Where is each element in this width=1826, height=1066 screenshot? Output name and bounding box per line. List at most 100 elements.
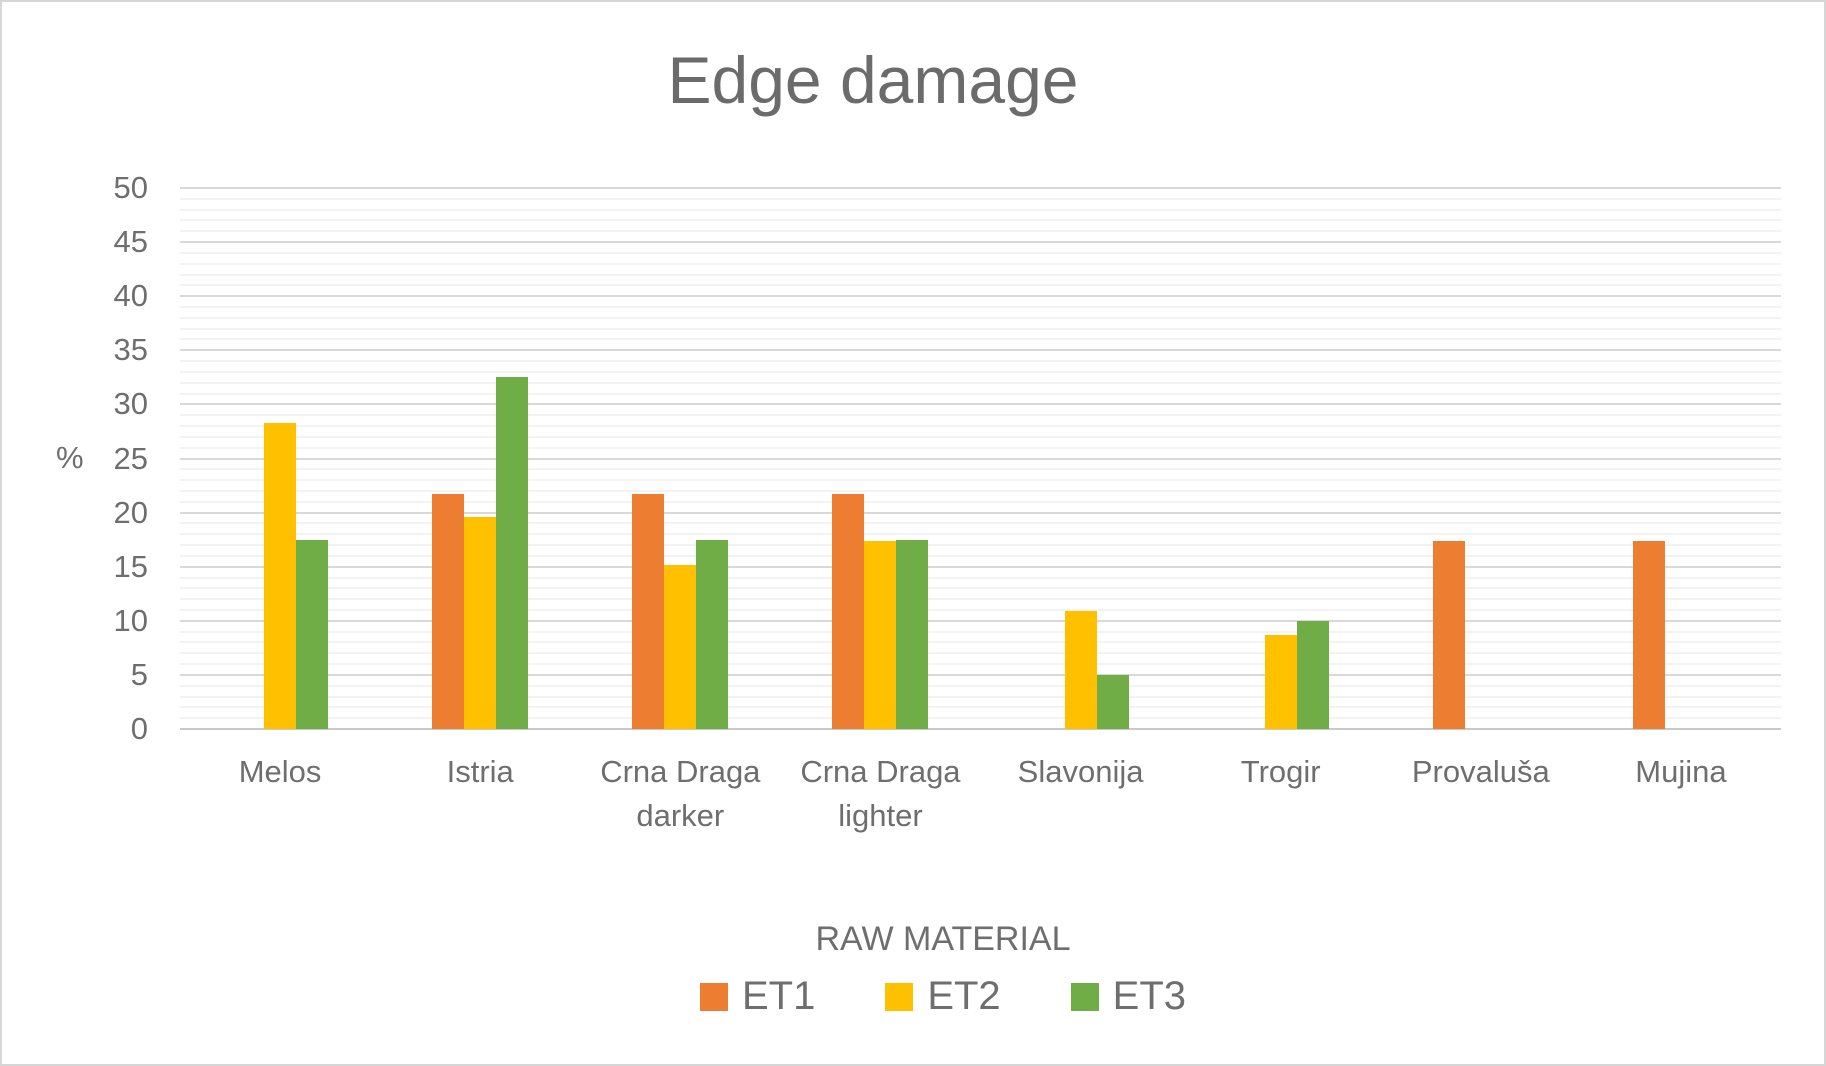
gridline-minor [180, 533, 1781, 536]
y-tick-label: 35 [113, 332, 148, 368]
category-label-melos: Melos [238, 754, 322, 789]
gridline-minor [180, 544, 1781, 547]
x-axis-category-labels: Melos Istria Crna Draga darker Crna Draga l… [180, 750, 1781, 860]
bar-et3-istria [496, 377, 529, 729]
legend-swatch-et1 [699, 982, 728, 1011]
gridline-major [180, 673, 1781, 676]
gridline-minor [180, 316, 1781, 319]
gridline-minor [180, 695, 1781, 698]
gridline-minor [180, 284, 1781, 287]
gridline-major [180, 457, 1781, 460]
plot-area [180, 187, 1781, 730]
category-label-crna-draga-lighter: Crna Draga lighter [800, 754, 961, 833]
legend-swatch-et3 [1070, 982, 1099, 1011]
gridline-minor [180, 230, 1781, 233]
gridline-minor [180, 327, 1781, 330]
bar-et1-crna-draga-darker [632, 494, 665, 729]
gridline-major [180, 511, 1781, 514]
gridline-major [180, 403, 1781, 406]
gridline-minor [180, 684, 1781, 687]
category-label-mujina: Mujina [1635, 754, 1727, 789]
bar-et3-crna-draga-lighter [896, 539, 929, 729]
y-tick-label: 10 [113, 602, 148, 638]
gridline-minor [180, 587, 1781, 590]
x-axis-title: RAW MATERIAL [815, 920, 1071, 958]
gridline-minor [180, 392, 1781, 395]
legend-swatch-et2 [885, 982, 914, 1011]
y-tick-label: 40 [113, 278, 148, 314]
bar-et1-mujina [1632, 540, 1665, 729]
legend-label-et2: ET2 [927, 974, 1001, 1018]
bar-et2-istria [464, 516, 497, 729]
bar-et1-provaluša [1432, 540, 1465, 729]
gridline-minor [180, 435, 1781, 438]
gridline-minor [180, 414, 1781, 417]
legend-item-et3: ET3 [1070, 974, 1187, 1019]
gridline-minor [180, 489, 1781, 492]
gridline-minor [180, 630, 1781, 633]
gridline-minor [180, 197, 1781, 200]
gridline-minor [180, 370, 1781, 373]
gridline-major [180, 619, 1781, 622]
bar-et2-trogir [1264, 634, 1297, 729]
category-label-provaluša: Provaluša [1411, 754, 1550, 789]
gridline-major [180, 565, 1781, 568]
gridline-major [180, 349, 1781, 352]
gridline-minor [180, 641, 1781, 644]
y-axis-label: % [56, 440, 84, 475]
gridline-minor [180, 360, 1781, 363]
y-tick-label: 15 [113, 548, 148, 584]
gridline-minor [180, 306, 1781, 309]
y-tick-label: 0 [130, 711, 148, 746]
gridline-minor [180, 706, 1781, 709]
legend-label-et1: ET1 [741, 974, 816, 1018]
gridline-minor [180, 479, 1781, 482]
y-tick-label: 45 [113, 224, 148, 260]
bar-et3-slavonija [1096, 674, 1129, 729]
legend: ET1 ET2 ET3 [62, 974, 1824, 1019]
gridline-minor [180, 522, 1781, 525]
gridline-minor [180, 576, 1781, 579]
gridline-minor [180, 663, 1781, 666]
y-tick-label: 30 [113, 386, 148, 422]
gridline-minor [180, 425, 1781, 428]
bar-et1-istria [432, 494, 465, 729]
gridline-minor [180, 500, 1781, 503]
gridline-minor [180, 251, 1781, 254]
gridline-minor [180, 273, 1781, 276]
y-tick-label: 20 [113, 494, 148, 530]
gridline-major [180, 241, 1781, 244]
gridline-minor [180, 652, 1781, 655]
x-axis-line [180, 728, 1781, 730]
chart-title: Edge damage [667, 43, 1079, 117]
gridline-minor [180, 381, 1781, 384]
bar-et2-melos [264, 422, 297, 729]
gridline-minor [180, 219, 1781, 222]
gridline-minor [180, 717, 1781, 720]
gridline-minor [180, 338, 1781, 341]
bar-et3-melos [296, 539, 329, 729]
bar-et2-crna-draga-lighter [864, 540, 897, 729]
category-label-istria: Istria [446, 754, 514, 789]
gridline-major [180, 187, 1781, 189]
gridline-major [180, 295, 1781, 298]
y-tick-label: 50 [113, 170, 148, 205]
gridline-minor [180, 262, 1781, 265]
bar-et1-crna-draga-lighter [832, 494, 865, 729]
legend-label-et3: ET3 [1112, 974, 1187, 1018]
y-tick-label: 5 [130, 656, 148, 692]
category-label-slavonija: Slavonija [1017, 754, 1144, 789]
gridline-minor [180, 208, 1781, 211]
legend-item-et2: ET2 [885, 974, 1001, 1019]
bar-et2-slavonija [1064, 611, 1097, 729]
legend-item-et1: ET1 [699, 974, 816, 1019]
gridline-minor [180, 446, 1781, 449]
gridline-minor [180, 554, 1781, 557]
category-label-crna-draga-darker: Crna Draga darker [600, 754, 761, 833]
bar-et3-trogir [1296, 620, 1329, 729]
gridline-minor [180, 608, 1781, 611]
gridline-minor [180, 468, 1781, 471]
gridline-minor [180, 598, 1781, 601]
bar-et2-crna-draga-darker [664, 564, 697, 729]
